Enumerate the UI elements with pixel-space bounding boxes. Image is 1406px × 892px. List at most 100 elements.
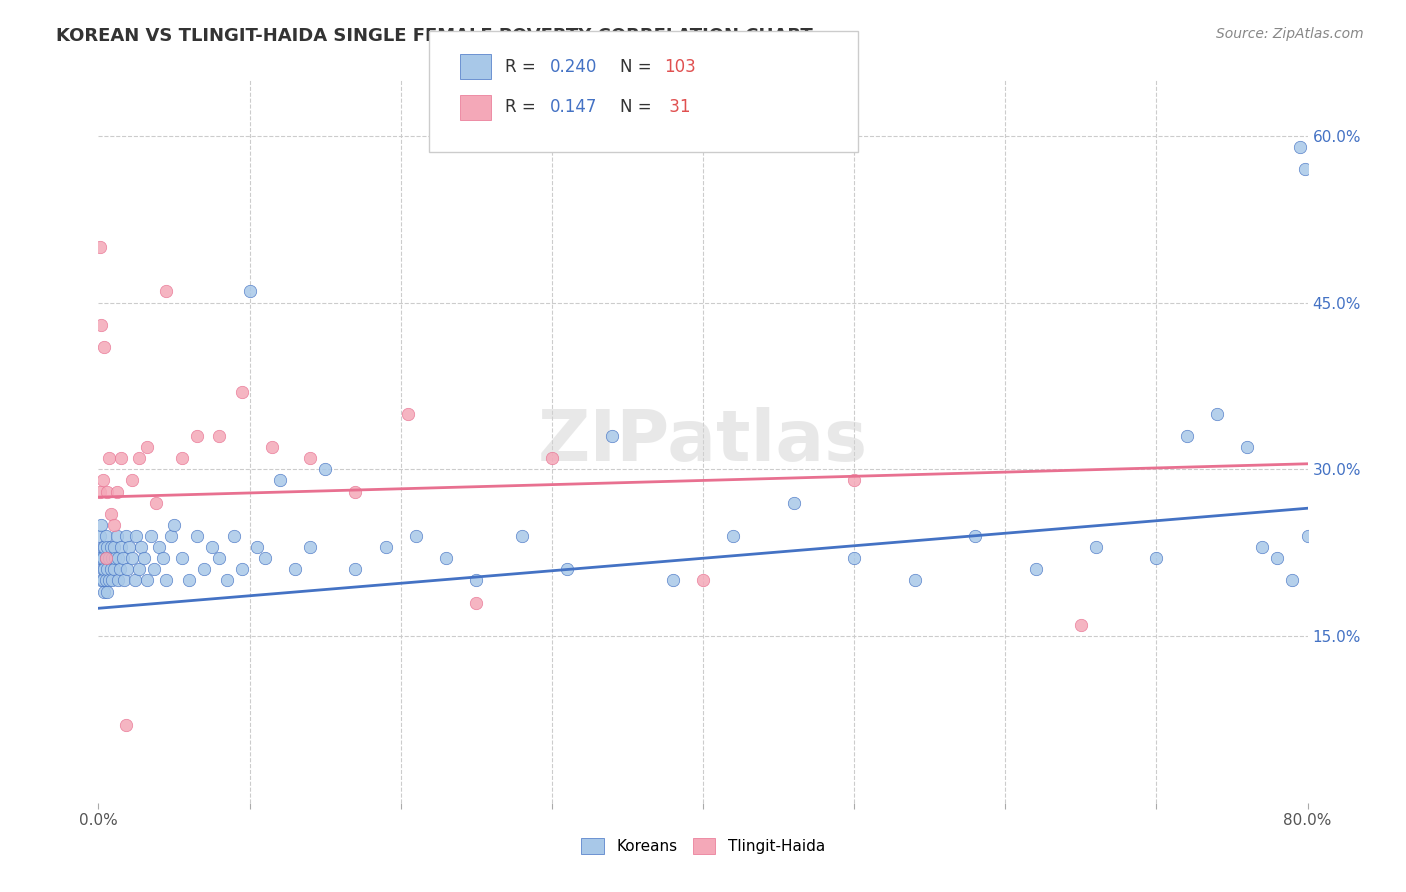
Point — [105, 529, 128, 543]
Point — [93, 340, 115, 354]
Point — [434, 551, 457, 566]
Text: R =: R = — [505, 98, 541, 116]
Point — [129, 540, 152, 554]
Point — [105, 484, 128, 499]
Point — [114, 718, 136, 732]
Point — [193, 562, 215, 576]
Point — [91, 574, 114, 588]
Point — [98, 574, 121, 588]
Point — [107, 574, 129, 588]
Point — [723, 529, 745, 543]
Point — [170, 551, 193, 566]
Point — [160, 529, 183, 543]
Point — [100, 507, 122, 521]
Point — [94, 551, 117, 566]
Point — [1281, 574, 1303, 588]
Text: 103: 103 — [664, 58, 696, 76]
Point — [128, 451, 150, 466]
Point — [844, 551, 866, 566]
Point — [94, 529, 117, 543]
Point — [107, 551, 129, 566]
Point — [284, 562, 307, 576]
Point — [783, 496, 806, 510]
Point — [540, 451, 562, 466]
Text: Source: ZipAtlas.com: Source: ZipAtlas.com — [1216, 27, 1364, 41]
Point — [90, 551, 112, 566]
Point — [148, 540, 170, 554]
Point — [1144, 551, 1167, 566]
Point — [100, 562, 122, 576]
Point — [110, 451, 132, 466]
Point — [112, 574, 135, 588]
Point — [163, 517, 186, 532]
Point — [262, 440, 284, 454]
Point — [145, 496, 167, 510]
Point — [135, 574, 157, 588]
Point — [155, 285, 177, 299]
Point — [904, 574, 927, 588]
Point — [299, 540, 322, 554]
Point — [125, 529, 148, 543]
Point — [96, 584, 118, 599]
Point — [98, 451, 121, 466]
Point — [132, 551, 155, 566]
Point — [96, 540, 118, 554]
Point — [239, 285, 262, 299]
Text: N =: N = — [620, 98, 657, 116]
Point — [215, 574, 238, 588]
Point — [374, 540, 396, 554]
Point — [155, 574, 177, 588]
Point — [118, 540, 141, 554]
Point — [115, 562, 138, 576]
Point — [103, 562, 125, 576]
Point — [465, 596, 488, 610]
Legend: Koreans, Tlingit-Haida: Koreans, Tlingit-Haida — [575, 832, 831, 860]
Point — [231, 562, 253, 576]
Point — [121, 474, 143, 488]
Point — [100, 540, 122, 554]
Point — [405, 529, 427, 543]
Point — [1206, 407, 1229, 421]
Point — [965, 529, 987, 543]
Point — [1251, 540, 1274, 554]
Point — [121, 551, 143, 566]
Point — [224, 529, 246, 543]
Text: 31: 31 — [664, 98, 690, 116]
Point — [90, 517, 112, 532]
Point — [152, 551, 174, 566]
Point — [231, 384, 253, 399]
Point — [96, 562, 118, 576]
Point — [94, 574, 117, 588]
Point — [101, 574, 124, 588]
Point — [510, 529, 533, 543]
Point — [98, 551, 121, 566]
Point — [91, 562, 114, 576]
Text: R =: R = — [505, 58, 541, 76]
Point — [91, 551, 114, 566]
Text: 0.147: 0.147 — [550, 98, 598, 116]
Point — [128, 562, 150, 576]
Point — [344, 484, 367, 499]
Point — [110, 540, 132, 554]
Point — [201, 540, 224, 554]
Point — [93, 562, 115, 576]
Text: N =: N = — [620, 58, 657, 76]
Point — [186, 529, 208, 543]
Point — [101, 551, 124, 566]
Point — [1175, 429, 1198, 443]
Point — [108, 562, 131, 576]
Point — [179, 574, 201, 588]
Point — [396, 407, 419, 421]
Point — [844, 474, 866, 488]
Point — [692, 574, 714, 588]
Point — [1024, 562, 1046, 576]
Point — [208, 551, 231, 566]
Point — [314, 462, 336, 476]
Point — [114, 529, 136, 543]
Text: KOREAN VS TLINGIT-HAIDA SINGLE FEMALE POVERTY CORRELATION CHART: KOREAN VS TLINGIT-HAIDA SINGLE FEMALE PO… — [56, 27, 813, 45]
Point — [186, 429, 208, 443]
Point — [91, 540, 114, 554]
Point — [1070, 618, 1092, 632]
Point — [94, 551, 117, 566]
Point — [1296, 529, 1319, 543]
